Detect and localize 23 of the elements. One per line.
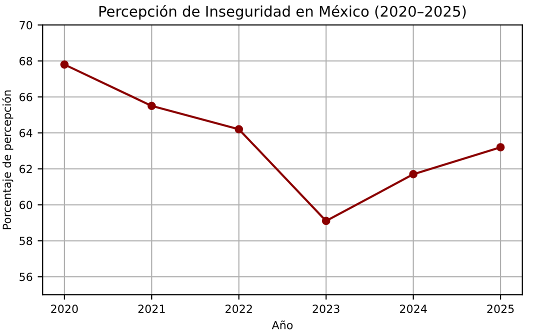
x-tick-label: 2023: [312, 304, 340, 314]
y-tick-label: 58: [20, 236, 32, 246]
point: [322, 216, 330, 226]
y-tick-label: 68: [20, 56, 32, 66]
point: [234, 125, 244, 134]
y-tick-label: 62: [20, 164, 32, 174]
x-tick-label: 2021: [138, 304, 165, 314]
point: [147, 102, 156, 110]
y-tick-label: 64: [20, 128, 32, 138]
x-tick-label: 2022: [226, 304, 252, 314]
point: [496, 143, 505, 152]
x-axis-title: Año: [272, 320, 293, 330]
x-tick-label: 2020: [51, 304, 78, 314]
y-axis-title: Porcentaje de percepción: [2, 90, 14, 230]
y-tick-label: 56: [20, 272, 32, 282]
point: [60, 60, 69, 69]
chart-title: Percepción de Inseguridad en México (2020–2025): [99, 4, 466, 20]
y-tick-label: 66: [20, 92, 32, 102]
y-tick-label: 70: [20, 20, 32, 30]
y-tick-label: 60: [20, 200, 32, 210]
x-tick-label: 2024: [400, 304, 427, 314]
point: [409, 170, 418, 178]
x-tick-label: 2025: [487, 304, 514, 314]
